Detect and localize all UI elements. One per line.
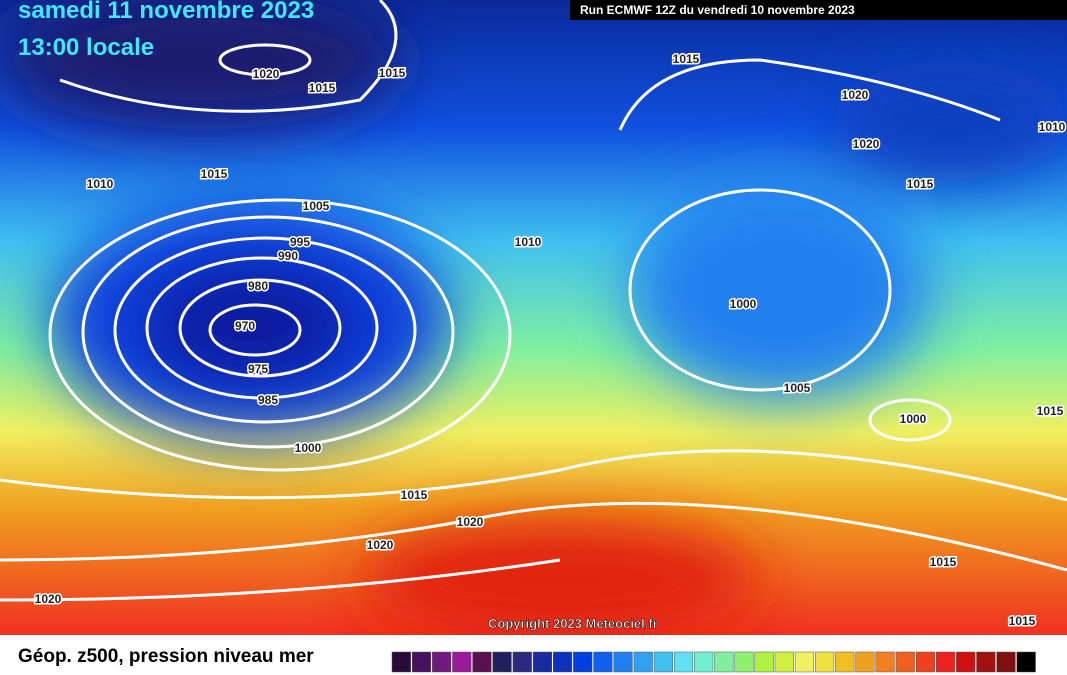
- isobar-label: 1015: [379, 66, 406, 80]
- color-swatch: [633, 651, 653, 673]
- color-swatch: [391, 651, 411, 673]
- isobar-label: 970: [235, 319, 255, 333]
- isobar-label: 1015: [1037, 404, 1064, 418]
- color-swatch: [411, 651, 432, 673]
- color-swatch: [492, 651, 512, 673]
- color-swatch: [774, 651, 794, 673]
- isobar-label: 975: [248, 362, 268, 376]
- color-swatch: [673, 651, 694, 673]
- isobar-label: 1015: [201, 167, 228, 181]
- isobar-label: 1015: [907, 177, 934, 191]
- isobar-label: 1020: [842, 88, 869, 102]
- isobar-label: 1020: [457, 515, 484, 529]
- isobar-label: 995: [290, 235, 310, 249]
- color-swatch: [935, 651, 956, 673]
- color-swatch: [835, 651, 855, 673]
- isobar-label: 1005: [303, 199, 330, 213]
- isobar-label: 1010: [515, 235, 542, 249]
- isobar-label: 1000: [730, 297, 757, 311]
- isobar-label: 1000: [295, 441, 322, 455]
- color-swatch: [512, 651, 532, 673]
- color-swatch: [976, 651, 996, 673]
- color-scale: [391, 651, 1036, 673]
- isobar-label: 1010: [87, 177, 114, 191]
- isobar-label: 1020: [853, 137, 880, 151]
- color-swatch: [432, 651, 452, 673]
- color-swatch: [815, 651, 835, 673]
- color-swatch: [452, 651, 472, 673]
- color-swatch: [573, 651, 593, 673]
- color-swatch: [714, 651, 734, 673]
- isobar-label: 1015: [401, 488, 428, 502]
- legend-title: Géop. z500, pression niveau mer: [18, 646, 314, 667]
- isobar-label: 1010: [1039, 120, 1066, 134]
- isobar-label: 1015: [673, 52, 700, 66]
- color-swatch: [794, 651, 815, 673]
- isobar-label: 990: [278, 249, 298, 263]
- color-swatch: [1016, 651, 1036, 673]
- color-swatch: [653, 651, 673, 673]
- field: 1020 1015 1015 1015 1020 1020 1015 1010 1015 1005…: [0, 0, 1067, 635]
- color-swatch: [472, 651, 492, 673]
- color-swatch: [613, 651, 633, 673]
- color-swatch: [996, 651, 1016, 673]
- isobar-label: 1015: [1009, 614, 1036, 628]
- color-swatch: [734, 651, 754, 673]
- color-swatch: [956, 651, 976, 673]
- run-label: Run ECMWF 12Z du vendredi 10 novembre 20…: [580, 3, 855, 17]
- isobar-label: 1020: [35, 592, 62, 606]
- color-swatch: [754, 651, 774, 673]
- isobar-label: 1015: [930, 555, 957, 569]
- color-swatch: [532, 651, 552, 673]
- isobar-label: 1020: [253, 67, 280, 81]
- color-swatch: [895, 651, 915, 673]
- date: samedi 11 novembre 2023: [18, 0, 314, 24]
- color-swatch: [855, 651, 875, 673]
- isobar-label: 980: [248, 279, 268, 293]
- isobar-label: 1015: [309, 81, 336, 95]
- isobar-label: 1000: [900, 412, 927, 426]
- color-swatch: [553, 651, 573, 673]
- color-swatch: [593, 651, 613, 673]
- color-swatch: [875, 651, 895, 673]
- isobar-label: 1005: [784, 381, 811, 395]
- color-swatch: [915, 651, 935, 673]
- color-swatch: [694, 651, 714, 673]
- copyright: Copyright 2023 Meteociel.fr: [488, 616, 658, 631]
- isobar-label: 1020: [367, 538, 394, 552]
- time: 13:00 locale: [18, 34, 154, 61]
- isobar-label: 985: [258, 393, 278, 407]
